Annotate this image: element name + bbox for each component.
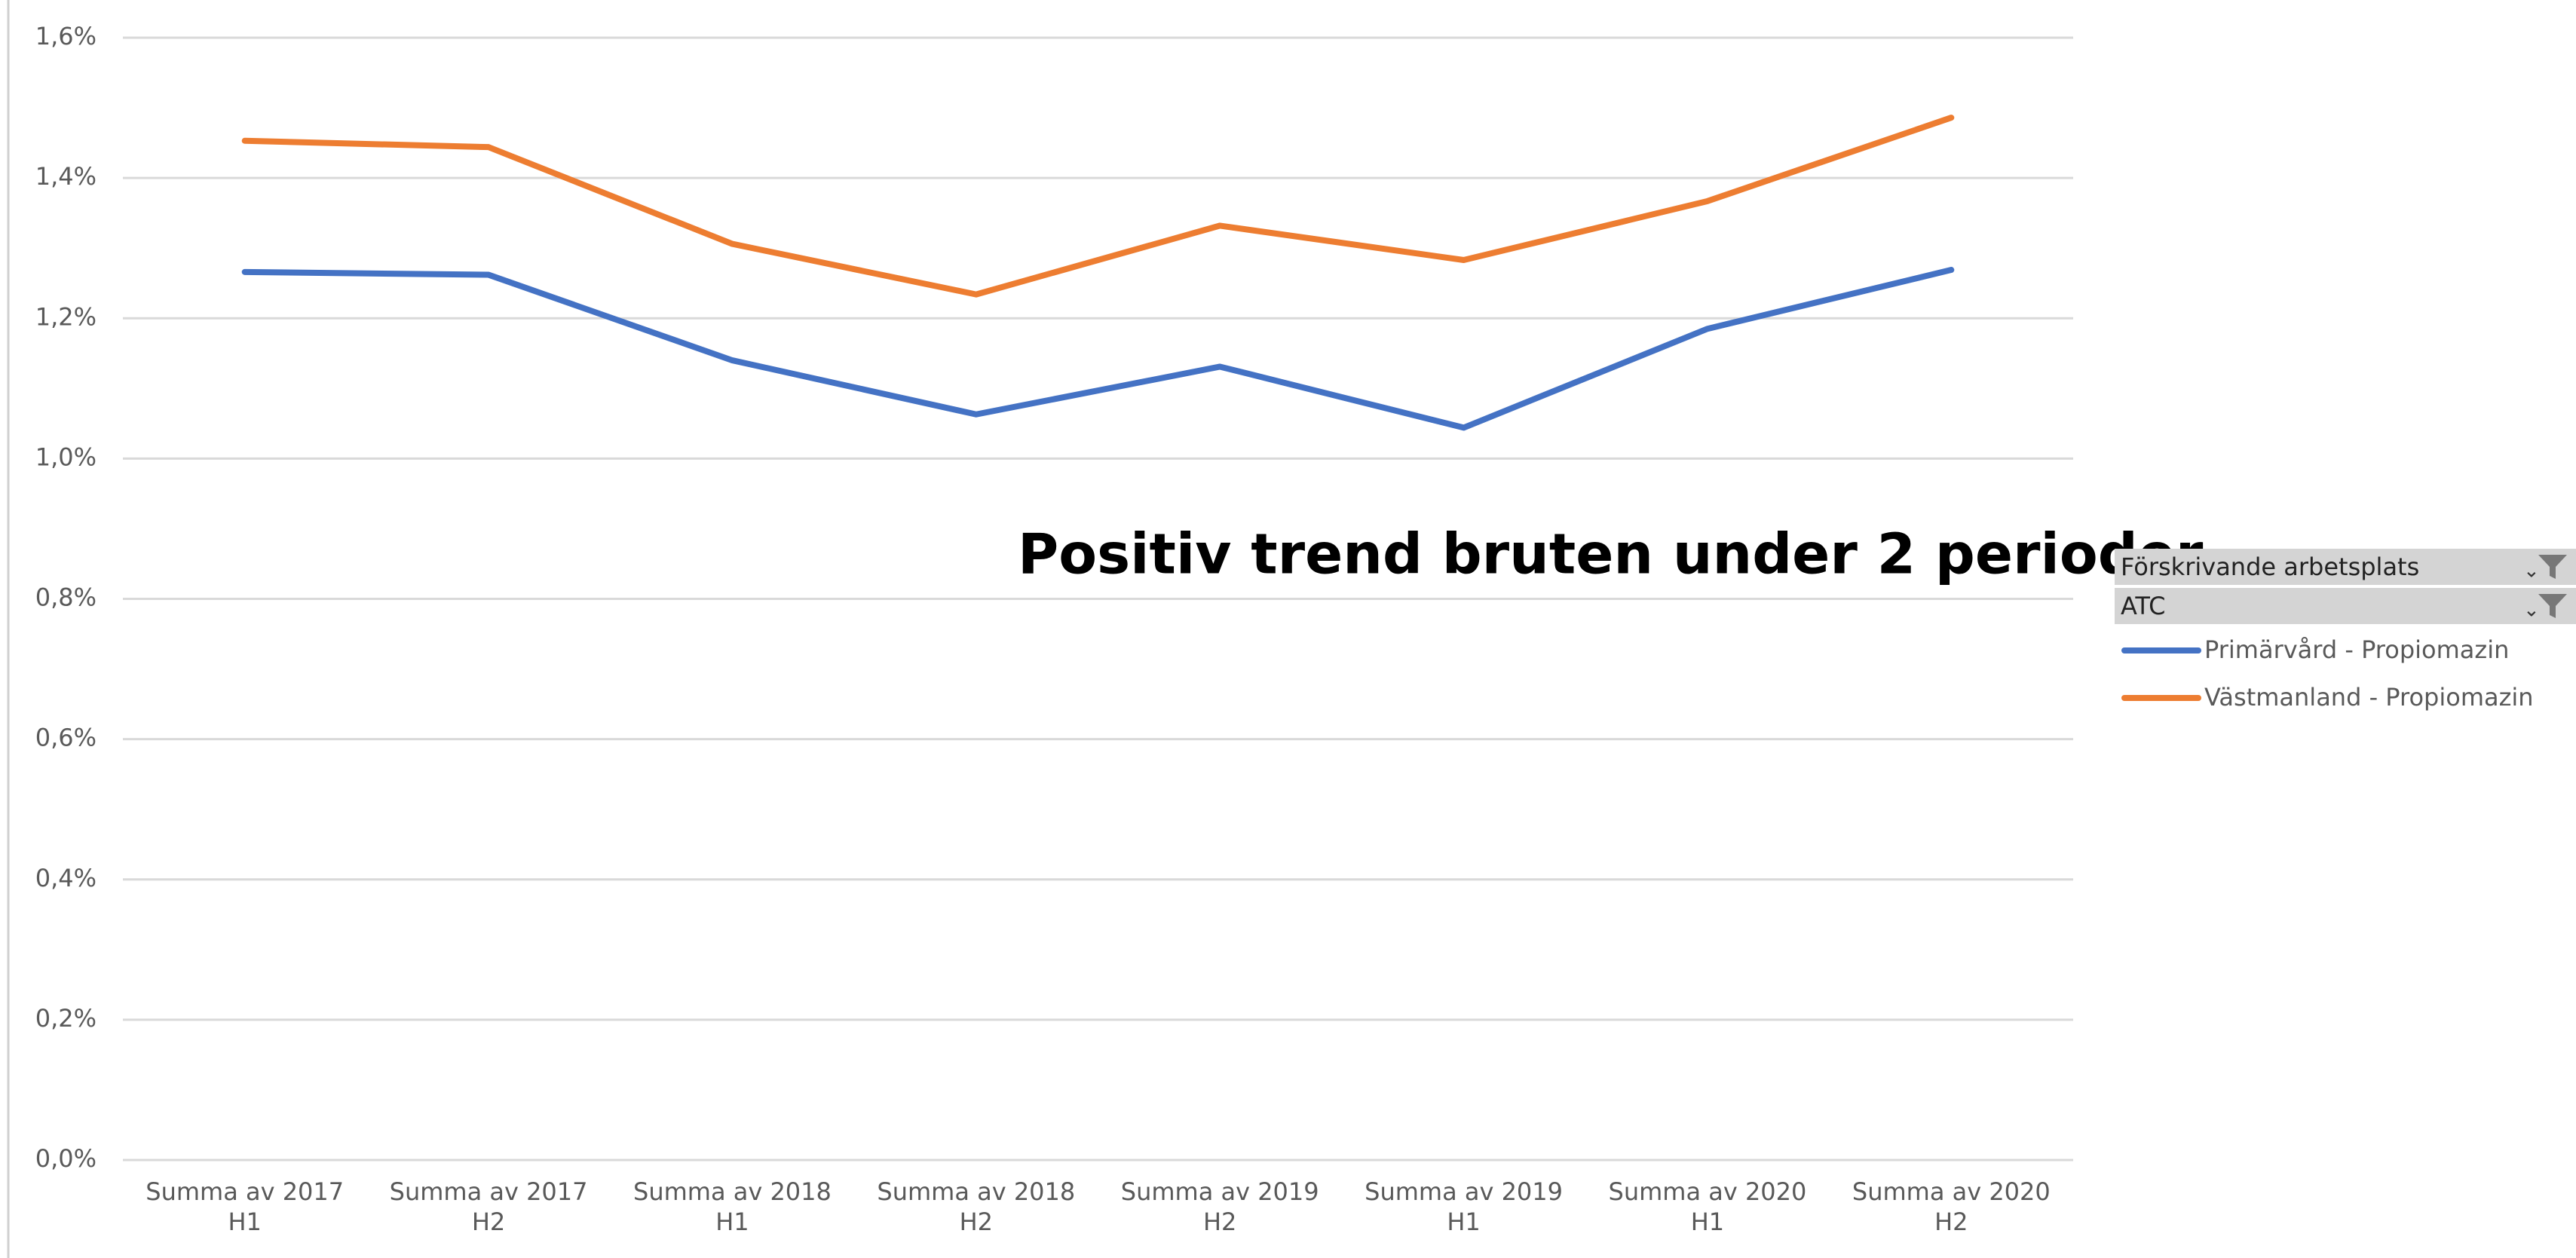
x-tick-label: Summa av 2019 H1: [1365, 1177, 1563, 1236]
x-tick-label: Summa av 2018 H2: [877, 1177, 1076, 1236]
legend-label: Västmanland - Propiomazin: [2204, 683, 2534, 712]
y-tick-label: 1,0%: [35, 442, 96, 471]
filter-label: Förskrivande arbetsplats: [2121, 552, 2420, 581]
filter-button[interactable]: Förskrivande arbetsplats ⌄: [2115, 549, 2576, 585]
series-line: [241, 267, 1955, 431]
filter-icon: ⌄: [2523, 555, 2567, 583]
y-tick-label: 1,4%: [35, 162, 96, 191]
svg-text:⌄: ⌄: [2523, 599, 2540, 622]
y-tick-label: 0,0%: [35, 1144, 96, 1173]
filter-icon: ⌄: [2523, 594, 2567, 622]
x-tick-label: Summa av 2019 H2: [1120, 1177, 1319, 1236]
svg-text:⌄: ⌄: [2523, 560, 2540, 583]
annotation: Positiv trend bruten under 2 perioder: [1018, 522, 2204, 587]
y-tick-label: 0,4%: [35, 864, 96, 892]
y-tick-label: 1,6%: [35, 22, 96, 51]
filter-button[interactable]: ATC ⌄: [2115, 588, 2576, 624]
series-line: [241, 115, 1955, 298]
filter-label: ATC: [2121, 592, 2166, 620]
x-tick-label: Summa av 2020 H2: [1852, 1177, 2051, 1236]
x-tick-label: Summa av 2020 H1: [1608, 1177, 1807, 1236]
y-tick-label: 0,2%: [35, 1004, 96, 1033]
y-tick-label: 0,8%: [35, 583, 96, 612]
y-tick-label: 0,6%: [35, 724, 96, 752]
x-tick-label: Summa av 2017 H1: [145, 1177, 345, 1236]
legend-label: Primärvård - Propiomazin: [2204, 635, 2510, 664]
x-tick-label: Summa av 2018 H1: [633, 1177, 832, 1236]
x-tick-label: Summa av 2017 H2: [389, 1177, 588, 1236]
y-tick-label: 1,2%: [35, 302, 96, 331]
